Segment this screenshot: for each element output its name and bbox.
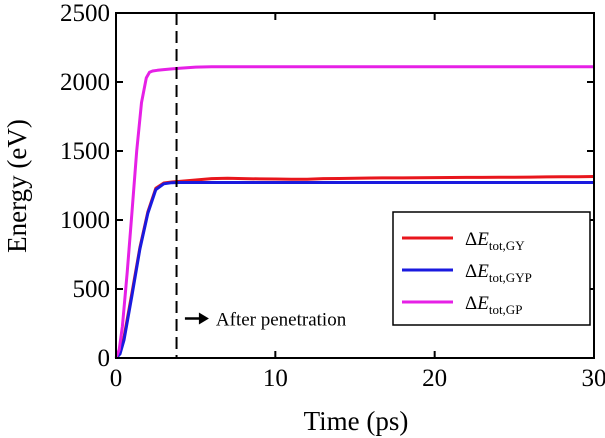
legend-label: ΔEtot,GY bbox=[465, 229, 525, 253]
series-lines bbox=[114, 65, 595, 360]
x-tick-label: 20 bbox=[422, 365, 447, 392]
y-tick-label: 1500 bbox=[60, 138, 110, 165]
y-tick-label: 0 bbox=[98, 345, 111, 372]
x-axis-label: Time (ps) bbox=[304, 406, 409, 436]
x-tick-label: 10 bbox=[263, 365, 288, 392]
y-tick-label: 2500 bbox=[60, 0, 110, 27]
axis-tick-labels: 0 10 20 30 0 500 1000 1500 2000 2500 bbox=[60, 0, 605, 392]
legend-label: ΔEtot,GP bbox=[465, 293, 522, 317]
annotation-text: After penetration bbox=[216, 310, 347, 331]
annotation-arrow-head bbox=[198, 312, 209, 325]
y-axis-label: Energy (eV) bbox=[2, 119, 32, 253]
x-tick-label: 0 bbox=[110, 365, 123, 392]
y-tick-label: 500 bbox=[73, 276, 111, 303]
series-line-tot-gp bbox=[114, 65, 594, 359]
axis-ticks bbox=[115, 12, 595, 359]
legend: ΔEtot,GY ΔEtot,GYP ΔEtot,GP bbox=[392, 211, 591, 326]
series-line-tot-gyp bbox=[114, 181, 594, 360]
y-tick-label: 1000 bbox=[60, 207, 110, 234]
x-tick-label: 30 bbox=[582, 365, 605, 392]
legend-label: ΔEtot,GYP bbox=[465, 261, 532, 285]
after-penetration-annotation: After penetration bbox=[184, 310, 347, 331]
y-tick-label: 2000 bbox=[60, 69, 110, 96]
plot-frame bbox=[115, 12, 595, 359]
